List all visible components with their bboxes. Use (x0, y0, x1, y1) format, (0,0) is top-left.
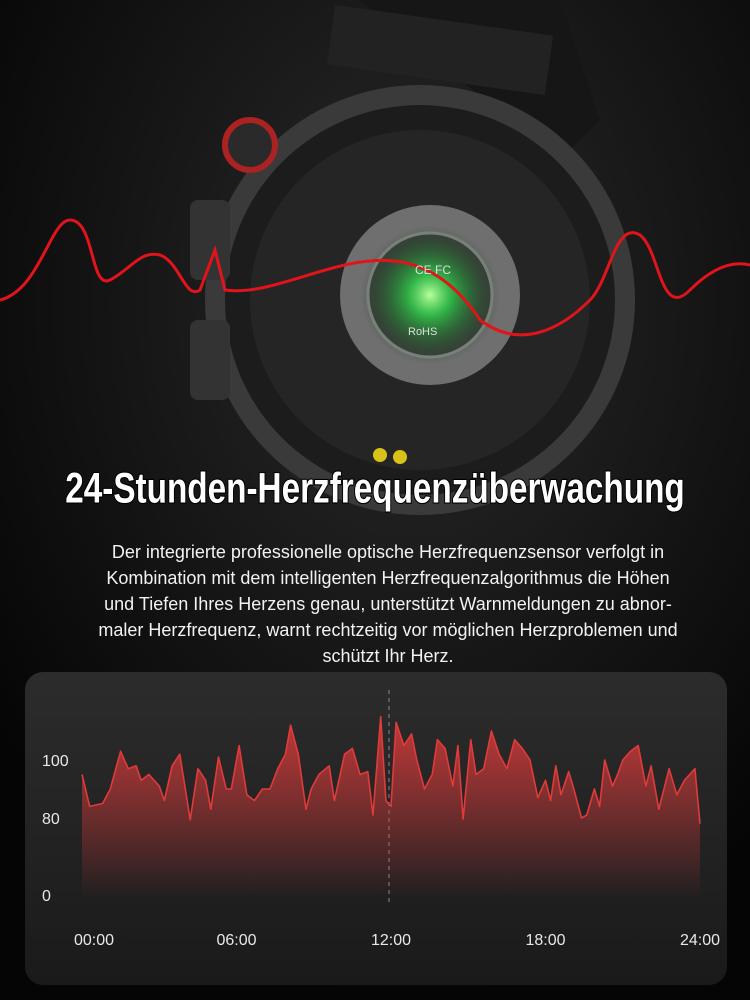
description: Der integrierte professionelle optische … (98, 542, 677, 666)
description-line: maler Herzfrequenz, warnt rechtzeitig vo… (98, 620, 677, 640)
description-line: Der integrierte professionelle optische … (112, 542, 664, 562)
description-line: Kombination mit dem intelligenten Herzfr… (106, 568, 669, 588)
x-tick-label: 24:00 (680, 932, 720, 949)
y-tick-label: 100 (42, 753, 69, 770)
x-tick-label: 18:00 (525, 932, 565, 949)
x-tick-label: 12:00 (371, 932, 411, 949)
heart-rate-chart: 0 80 100 00:00 06:00 12:00 18:00 24:00 (42, 715, 720, 949)
y-tick-label: 80 (42, 811, 60, 828)
line (81, 715, 701, 824)
description-line: und Tiefen Ihres Herzens genau, unterstü… (104, 594, 672, 614)
device-mark: RoHS (408, 326, 437, 338)
x-tick-label: 06:00 (216, 932, 256, 949)
description-line: schützt Ihr Herz. (322, 646, 453, 666)
headline: 24-Stunden-Herzfrequenzüberwachung (65, 465, 685, 513)
device-mark: CE FC (415, 263, 451, 277)
x-tick-label: 00:00 (74, 932, 114, 949)
watch-illustration: CE FC RoHS (0, 0, 750, 515)
y-tick-label: 0 (42, 888, 51, 905)
